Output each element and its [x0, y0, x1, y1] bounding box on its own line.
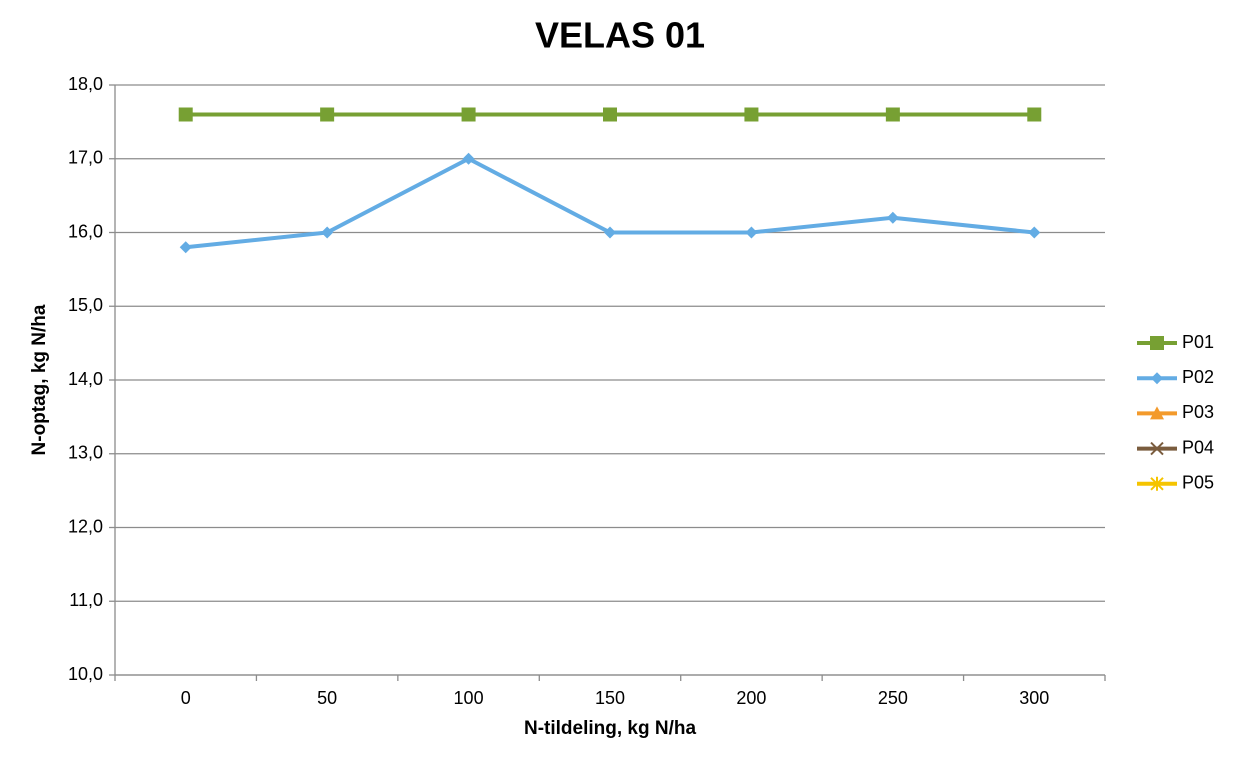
data-point: [604, 226, 616, 239]
y-tick-label: 13,0: [68, 443, 103, 463]
y-tick-label: 17,0: [68, 148, 103, 168]
data-point: [603, 107, 617, 122]
x-tick-label: 50: [317, 688, 337, 708]
data-point: [886, 211, 899, 224]
data-point: [179, 241, 192, 254]
y-tick-label: 16,0: [68, 221, 103, 241]
y-tick-label: 18,0: [68, 74, 103, 94]
data-point: [178, 107, 193, 122]
data-point: [885, 107, 900, 122]
y-tick-label: 10,0: [68, 664, 103, 684]
x-tick-label: 200: [736, 688, 766, 708]
y-tick-label: 11,0: [69, 590, 103, 610]
legend-label: P02: [1182, 367, 1214, 387]
data-point: [1028, 226, 1041, 239]
legend-label: P05: [1182, 473, 1214, 493]
data-point: [744, 107, 759, 122]
legend-label: P03: [1182, 402, 1214, 422]
legend-marker: [1150, 476, 1164, 491]
data-point: [462, 152, 475, 165]
legend-marker: [1150, 336, 1164, 350]
x-tick-label: 100: [454, 688, 484, 708]
y-tick-label: 12,0: [68, 516, 103, 536]
x-tick-label: 250: [878, 688, 908, 708]
legend-marker: [1151, 372, 1163, 385]
y-tick-label: 14,0: [68, 369, 103, 389]
data-point: [745, 226, 758, 239]
x-axis-title: N-tildeling, kg N/ha: [524, 718, 696, 739]
data-point: [461, 107, 476, 122]
legend-label: P04: [1182, 437, 1214, 457]
y-axis-title: N-optag, kg N/ha: [29, 304, 50, 455]
data-point: [321, 226, 334, 239]
data-point: [320, 107, 335, 122]
legend-marker: [1150, 406, 1164, 420]
chart-title: VELAS 01: [535, 15, 705, 56]
x-tick-label: 150: [595, 688, 625, 708]
legend-marker: [1150, 441, 1164, 456]
data-point: [1027, 107, 1042, 122]
legend-label: P01: [1182, 332, 1214, 352]
x-tick-label: 0: [181, 688, 191, 708]
y-tick-label: 15,0: [68, 295, 103, 315]
x-tick-label: 300: [1019, 688, 1049, 708]
